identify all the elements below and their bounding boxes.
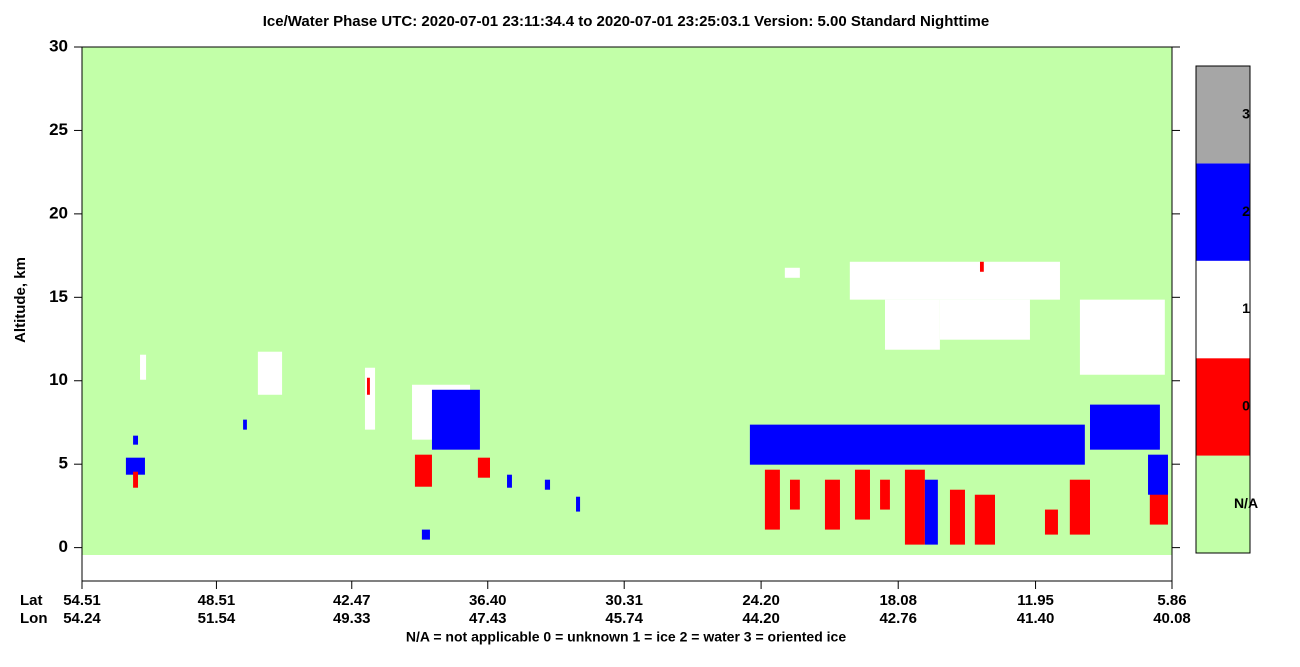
chart-title: Ice/Water Phase UTC: 2020-07-01 23:11:34… bbox=[263, 13, 989, 30]
x-tick-lon-label: 49.33 bbox=[333, 610, 371, 627]
phase-region bbox=[364, 367, 376, 430]
colorbar-swatch bbox=[1196, 66, 1250, 164]
colorbar-swatch bbox=[1196, 455, 1250, 553]
colorbar-swatch bbox=[1196, 260, 1250, 359]
x-tick-lon-label: 40.08 bbox=[1153, 610, 1191, 627]
phase-region bbox=[544, 479, 551, 490]
phase-region bbox=[133, 471, 139, 488]
phase-region bbox=[1148, 454, 1168, 495]
x-tick-label: 24.20 bbox=[742, 592, 780, 609]
phase-region bbox=[949, 489, 965, 545]
phase-region bbox=[243, 419, 247, 430]
y-tick-label: 25 bbox=[49, 120, 68, 139]
x-tick-lon-label: 51.54 bbox=[198, 610, 236, 627]
phase-region bbox=[1044, 509, 1058, 535]
y-tick-label: 30 bbox=[49, 36, 68, 55]
x-tick-lon-label: 41.40 bbox=[1017, 610, 1055, 627]
phase-region bbox=[1079, 299, 1165, 375]
colorbar-frame bbox=[1195, 65, 1251, 554]
colorbar-label: N/A bbox=[1234, 495, 1258, 511]
x-tick-label: 11.95 bbox=[1017, 592, 1054, 609]
phase-region bbox=[904, 469, 925, 545]
phase-region bbox=[880, 479, 890, 510]
phase-region bbox=[414, 454, 432, 487]
x-tick-label: 18.08 bbox=[879, 592, 917, 609]
x-row-label: Lon bbox=[20, 610, 48, 627]
phase-region bbox=[824, 479, 840, 530]
phase-region bbox=[1069, 479, 1090, 535]
y-tick-label: 5 bbox=[59, 454, 68, 473]
phase-region bbox=[507, 474, 512, 488]
x-tick-lon-label: 44.20 bbox=[742, 610, 780, 627]
x-tick-lon-label: 54.24 bbox=[63, 610, 101, 627]
x-tick-label: 36.40 bbox=[469, 592, 507, 609]
phase-region bbox=[1089, 404, 1160, 450]
phase-region bbox=[431, 389, 480, 450]
y-tick-label: 10 bbox=[49, 370, 68, 389]
phase-region bbox=[784, 267, 800, 278]
x-tick-label: 42.47 bbox=[333, 592, 371, 609]
phase-region bbox=[366, 377, 370, 395]
x-tick-lon-label: 42.76 bbox=[879, 610, 917, 627]
x-row-label: Lat bbox=[20, 592, 43, 609]
phase-region bbox=[764, 469, 780, 530]
x-tick-lon-label: 47.43 bbox=[469, 610, 507, 627]
y-tick-label: 20 bbox=[49, 203, 68, 222]
phase-region bbox=[789, 479, 800, 510]
x-tick-label: 30.31 bbox=[605, 592, 643, 609]
phase-region bbox=[854, 469, 870, 520]
colorbar-label: 2 bbox=[1242, 203, 1250, 219]
phase-region bbox=[924, 479, 938, 545]
colorbar-label: 1 bbox=[1242, 300, 1250, 316]
phase-region bbox=[849, 261, 1060, 300]
y-tick-label: 15 bbox=[49, 287, 68, 306]
phase-region bbox=[421, 529, 430, 540]
plot-frame bbox=[81, 46, 1173, 582]
phase-region bbox=[974, 494, 996, 545]
phase-region bbox=[133, 435, 139, 445]
x-tick-label: 54.51 bbox=[63, 592, 101, 609]
phase-region bbox=[257, 351, 283, 395]
x-tick-label: 48.51 bbox=[198, 592, 236, 609]
colorbar-label: 3 bbox=[1242, 105, 1250, 121]
colorbar-swatch bbox=[1196, 358, 1250, 456]
phase-region bbox=[749, 424, 1085, 465]
y-axis-label: Altitude, km bbox=[12, 257, 29, 343]
legend-text: N/A = not applicable 0 = unknown 1 = ice… bbox=[406, 629, 846, 645]
phase-region bbox=[576, 496, 581, 512]
phase-region bbox=[884, 299, 940, 350]
colorbar-label: 0 bbox=[1242, 398, 1250, 414]
x-tick-lon-label: 45.74 bbox=[605, 610, 643, 627]
phase-region bbox=[979, 261, 984, 272]
phase-region bbox=[939, 299, 1030, 340]
phase-region bbox=[477, 457, 490, 478]
y-tick-label: 0 bbox=[59, 537, 68, 556]
phase-region bbox=[140, 354, 147, 380]
colorbar-swatch bbox=[1196, 163, 1250, 261]
x-tick-label: 5.86 bbox=[1157, 592, 1186, 609]
phase-region bbox=[125, 457, 145, 475]
